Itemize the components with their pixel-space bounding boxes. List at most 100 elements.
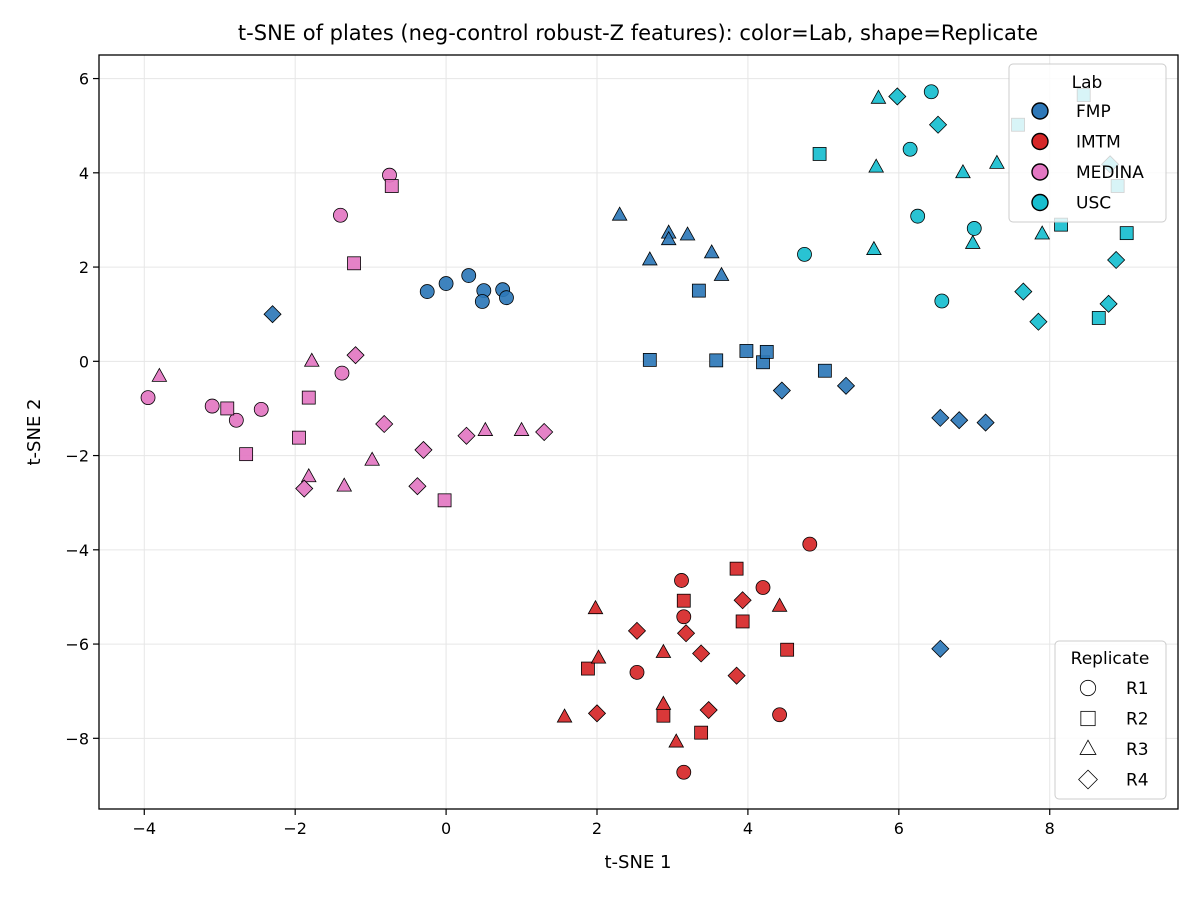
point-medina-r2 <box>239 447 254 462</box>
point-medina-r1 <box>204 398 220 414</box>
legend-lab-label: MEDINA <box>1076 163 1144 183</box>
point-fmp-r2 <box>709 353 724 368</box>
point-medina-r3 <box>303 352 320 367</box>
legend-lab-marker-medina <box>1031 163 1049 181</box>
plot-area-frame <box>98 54 1179 810</box>
legend-replicate-marker-r1 <box>1079 679 1097 697</box>
point-usc-r3 <box>868 158 885 173</box>
point-usc-r4 <box>928 115 948 134</box>
point-usc-r1 <box>966 221 982 236</box>
point-usc-r3 <box>866 240 882 255</box>
legend-lab-marker-fmp <box>1031 102 1049 120</box>
point-usc-r1 <box>934 293 950 309</box>
y-tick-label: 6 <box>79 70 89 89</box>
point-medina-r1 <box>253 401 269 417</box>
point-fmp-r3 <box>641 251 658 266</box>
point-medina-r3 <box>151 367 168 382</box>
point-usc-r4 <box>1014 282 1033 301</box>
data-points <box>140 84 1134 780</box>
legend-lab-label: USC <box>1076 194 1111 214</box>
legend-lab-marker-usc <box>1031 193 1049 212</box>
point-fmp-r2 <box>817 363 832 378</box>
point-usc-r3 <box>1034 225 1051 240</box>
point-imtm-r3 <box>556 708 573 723</box>
legend-replicate-marker-r2 <box>1080 710 1096 727</box>
point-fmp-r4 <box>772 381 791 400</box>
legend-lab-label: FMP <box>1076 102 1111 122</box>
point-medina-r2 <box>301 390 316 405</box>
point-fmp-r2 <box>759 344 774 359</box>
point-fmp-r4 <box>263 305 282 324</box>
point-imtm-r1 <box>676 609 692 625</box>
point-imtm-r3 <box>655 643 672 658</box>
y-tick-label: 2 <box>79 258 89 277</box>
point-medina-r2 <box>292 430 306 445</box>
x-tick-label: 8 <box>1045 819 1055 838</box>
point-fmp-r1 <box>474 294 490 309</box>
point-medina-r4 <box>295 479 314 498</box>
point-imtm-r2 <box>735 614 750 629</box>
point-imtm-r4 <box>733 591 752 610</box>
y-axis-label: t-SNE 2 <box>24 399 45 466</box>
x-tick-label: −2 <box>283 819 307 838</box>
legend-replicate-marker-r3 <box>1079 739 1097 755</box>
x-tick-label: 6 <box>894 819 904 838</box>
point-usc-r2 <box>1119 226 1134 241</box>
point-fmp-r3 <box>713 266 730 281</box>
legend-replicate-box <box>1054 640 1167 800</box>
point-imtm-r1 <box>772 707 787 723</box>
point-medina-r4 <box>414 440 433 459</box>
point-fmp-r4 <box>836 376 856 395</box>
point-fmp-r1 <box>438 276 454 291</box>
point-fmp-r3 <box>703 244 720 259</box>
point-medina-r3 <box>513 421 530 436</box>
x-tick-label: 2 <box>592 819 602 838</box>
point-fmp-r2 <box>691 283 706 298</box>
point-medina-r4 <box>408 477 427 496</box>
y-tick-label: −2 <box>65 447 89 466</box>
legend-replicate-label: R4 <box>1126 771 1149 791</box>
point-imtm-r3 <box>587 599 604 615</box>
y-tick-label: −6 <box>65 635 89 654</box>
legend-lab-marker-imtm <box>1031 132 1049 151</box>
x-tick-label: 4 <box>743 819 753 838</box>
point-medina-r4 <box>346 346 365 365</box>
legend-replicate-label: R2 <box>1126 710 1149 730</box>
point-medina-r2 <box>437 493 452 508</box>
x-axis-label: t-SNE 1 <box>605 852 672 873</box>
point-usc-r4 <box>1029 312 1048 331</box>
point-fmp-r4 <box>931 639 950 658</box>
point-imtm-r2 <box>729 561 744 576</box>
legend-lab-label: IMTM <box>1076 133 1121 153</box>
point-medina-r2 <box>220 401 235 416</box>
legend-replicate: Replicate R1 R2 R3 R4 <box>1054 640 1167 800</box>
point-imtm-r2 <box>694 725 709 740</box>
point-imtm-r3 <box>590 649 607 664</box>
point-imtm-r4 <box>699 700 718 720</box>
point-usc-r2 <box>1091 311 1106 325</box>
point-imtm-r4 <box>587 704 607 723</box>
point-imtm-r1 <box>755 580 771 595</box>
point-medina-r3 <box>336 477 353 492</box>
point-imtm-r4 <box>627 621 647 640</box>
x-tick-label: −4 <box>132 819 156 838</box>
point-usc-r4 <box>1107 250 1126 270</box>
legend-replicate-marker-r4 <box>1078 769 1098 790</box>
point-fmp-r1 <box>499 290 514 306</box>
point-fmp-r4 <box>950 411 969 430</box>
legend-replicate-label: R3 <box>1126 740 1149 760</box>
point-fmp-r3 <box>611 206 628 221</box>
y-tick-label: −4 <box>65 541 89 560</box>
point-usc-r1 <box>923 84 939 100</box>
x-tick-label: 0 <box>441 819 451 838</box>
point-imtm-r3 <box>668 733 685 748</box>
legend-replicate-label: R1 <box>1126 679 1149 699</box>
point-usc-r3 <box>955 163 971 179</box>
point-imtm-r3 <box>655 695 672 710</box>
point-imtm-r2 <box>581 661 595 676</box>
point-medina-r1 <box>140 390 156 405</box>
point-imtm-r2 <box>676 593 691 608</box>
point-imtm-r4 <box>692 644 711 663</box>
point-imtm-r2 <box>656 708 671 723</box>
